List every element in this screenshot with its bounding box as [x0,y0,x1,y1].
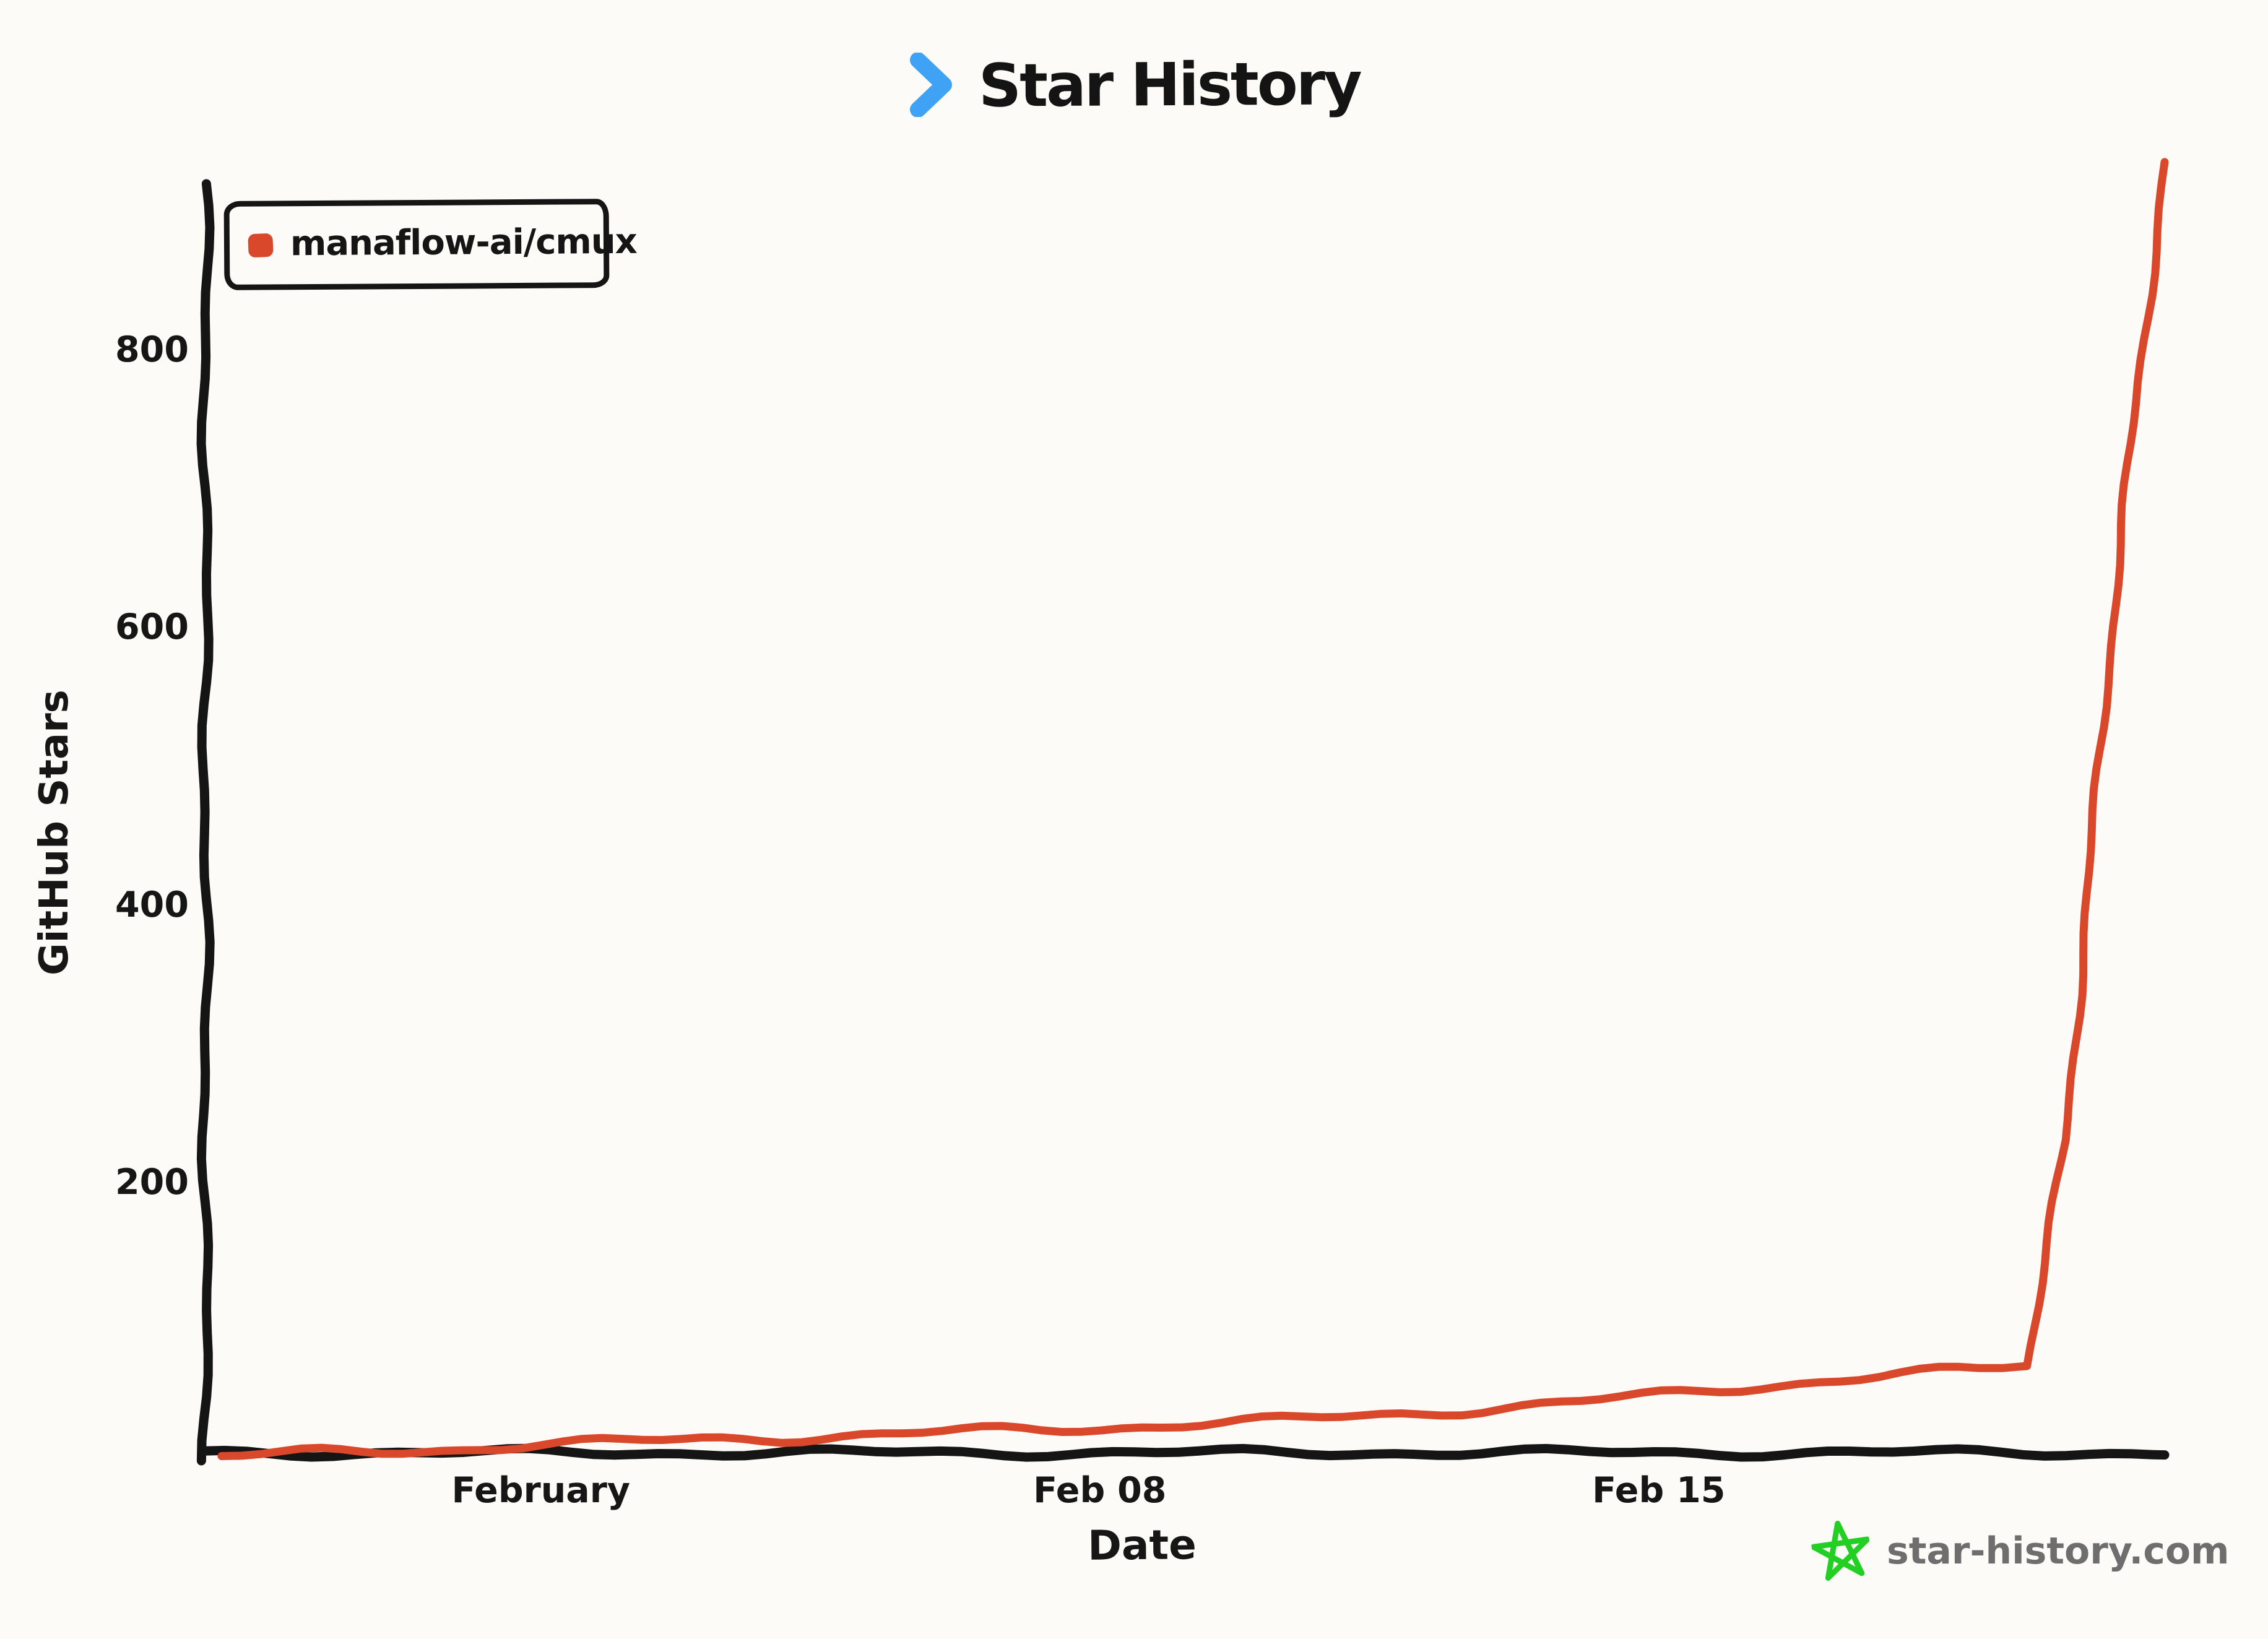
legend: manaflow-ai/cmux [223,199,637,290]
y-tick-label: 400 [115,884,189,925]
star-history-logo-icon [1811,1520,1871,1581]
x-axis-label: Date [1087,1521,1197,1570]
y-tick-label: 600 [115,607,189,648]
series-marker-icon [248,233,274,258]
y-axis-line [196,179,215,1466]
x-tick-label: Feb 08 [1033,1470,1167,1511]
chevron-right-icon [909,53,952,117]
y-tick-label: 200 [115,1162,189,1203]
legend-series-label: manaflow-ai/cmux [290,221,637,264]
footer: star-history.com [1811,1514,2230,1588]
footer-site-text: star-history.com [1887,1529,2230,1573]
chart-title: Star History [0,45,2268,125]
x-tick-label: February [451,1470,631,1511]
y-axis-label: GitHub Stars [32,690,77,975]
y-tick-label: 800 [115,329,189,370]
x-tick-label: Feb 15 [1592,1470,1726,1511]
page-title: Star History [978,49,1361,121]
series-line [217,158,2169,1460]
